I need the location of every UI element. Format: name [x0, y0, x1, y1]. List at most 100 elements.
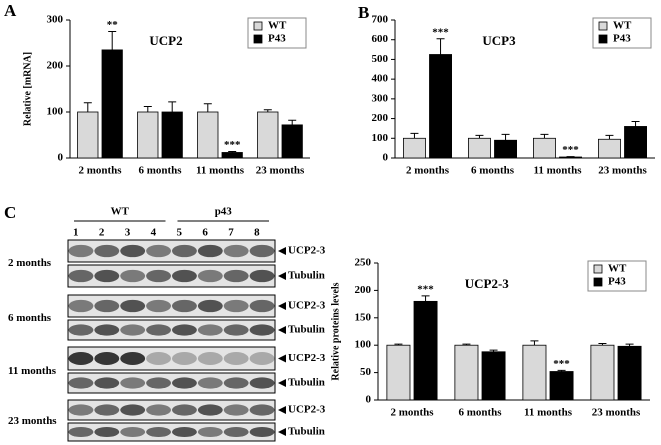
blot-band [172, 352, 197, 365]
error-bar [462, 343, 471, 346]
blot-band [146, 299, 171, 313]
bar [101, 49, 123, 159]
x-tick-label: 2 months [406, 165, 450, 177]
band-label: Tubulin [288, 270, 325, 282]
legend-label: WT [268, 20, 287, 32]
bar [161, 111, 183, 159]
blot-band [94, 324, 120, 336]
blot-band [68, 404, 94, 416]
x-tick-label: 23 months [592, 407, 641, 419]
blot-band [146, 324, 171, 336]
blot-band [197, 377, 223, 389]
blot-band [223, 324, 249, 336]
lane-label: 6 [202, 227, 208, 239]
legend-swatch [253, 34, 263, 44]
blot-band [120, 299, 146, 313]
blot-band [94, 404, 120, 416]
blot-band [94, 377, 120, 389]
blot-band [249, 269, 275, 283]
error-bar [557, 369, 566, 372]
significance: *** [562, 144, 579, 156]
lane-label: 4 [151, 227, 157, 239]
arrow [278, 428, 286, 436]
bar [77, 111, 99, 159]
blot-band [197, 426, 223, 438]
bar [402, 137, 426, 159]
blot-band [197, 244, 223, 258]
x-tick-label: 11 months [534, 165, 583, 177]
error-bar [83, 102, 92, 112]
blot-band [146, 269, 171, 283]
blot-band [249, 324, 275, 336]
blot-band [249, 377, 275, 389]
error-bar [394, 343, 403, 346]
y-axis-label: Relative [mRNA] [22, 52, 33, 126]
bar [617, 345, 642, 401]
blot-strip [67, 239, 276, 263]
blot-strip [67, 264, 276, 288]
error-bar [288, 119, 297, 125]
y-tick-label: 200 [355, 284, 372, 296]
y-tick-label: 0 [383, 152, 389, 164]
blot-band [223, 426, 249, 438]
error-bar [501, 133, 510, 141]
lane-label: 7 [228, 227, 234, 239]
legend-swatch [253, 21, 263, 31]
bar [533, 137, 556, 159]
lane-label: 3 [125, 227, 131, 239]
blot-band [249, 426, 275, 438]
blot-band [197, 404, 223, 416]
blot-band [172, 426, 197, 438]
blot-band [146, 404, 171, 416]
blot-band [68, 269, 94, 283]
legend-swatch [598, 34, 608, 44]
bar [281, 124, 303, 159]
blot-band [120, 324, 146, 336]
blot-band [94, 244, 120, 258]
x-tick-label: 2 months [78, 165, 122, 177]
blot-band [120, 352, 146, 365]
bar [494, 139, 518, 159]
bar [197, 111, 219, 159]
band-label: Tubulin [288, 426, 325, 438]
blot-strip [67, 294, 276, 318]
blot-band [223, 404, 249, 416]
significance: *** [224, 139, 241, 151]
x-tick-label: 11 months [196, 165, 245, 177]
arrow [278, 326, 286, 334]
blot-strip [67, 422, 276, 442]
blot-band [120, 244, 146, 258]
error-bar [530, 340, 539, 346]
x-tick-label: 6 months [458, 407, 502, 419]
bar [467, 137, 491, 159]
error-bar [598, 343, 607, 346]
lane-label: 1 [73, 227, 79, 239]
blot-band [146, 244, 171, 258]
legend-label: WT [608, 263, 627, 275]
band-label: Tubulin [288, 377, 325, 389]
significance: *** [553, 358, 570, 370]
blot-band [68, 377, 94, 389]
blot-band [197, 299, 223, 313]
x-tick-label: 6 months [471, 165, 515, 177]
arrow [278, 302, 286, 310]
bar [598, 138, 621, 159]
legend-label: P43 [613, 33, 631, 45]
x-tick-label: 2 months [390, 407, 434, 419]
error-bar [203, 103, 212, 112]
blot-band [120, 426, 146, 438]
legend-swatch [593, 264, 603, 274]
blot-band [172, 324, 197, 336]
bar [429, 54, 453, 159]
chart-title: UCP2-3 [465, 276, 510, 291]
lane-label: 8 [254, 227, 260, 239]
band-label: UCP2-3 [288, 404, 326, 416]
error-bar [421, 295, 430, 302]
band-label: UCP2-3 [288, 245, 326, 257]
error-bar [108, 31, 117, 50]
legend-swatch [598, 21, 608, 31]
bar [454, 344, 479, 401]
y-axis-label: Relative proteins levels [330, 282, 341, 380]
blot-band [94, 426, 120, 438]
arrow [278, 379, 286, 387]
